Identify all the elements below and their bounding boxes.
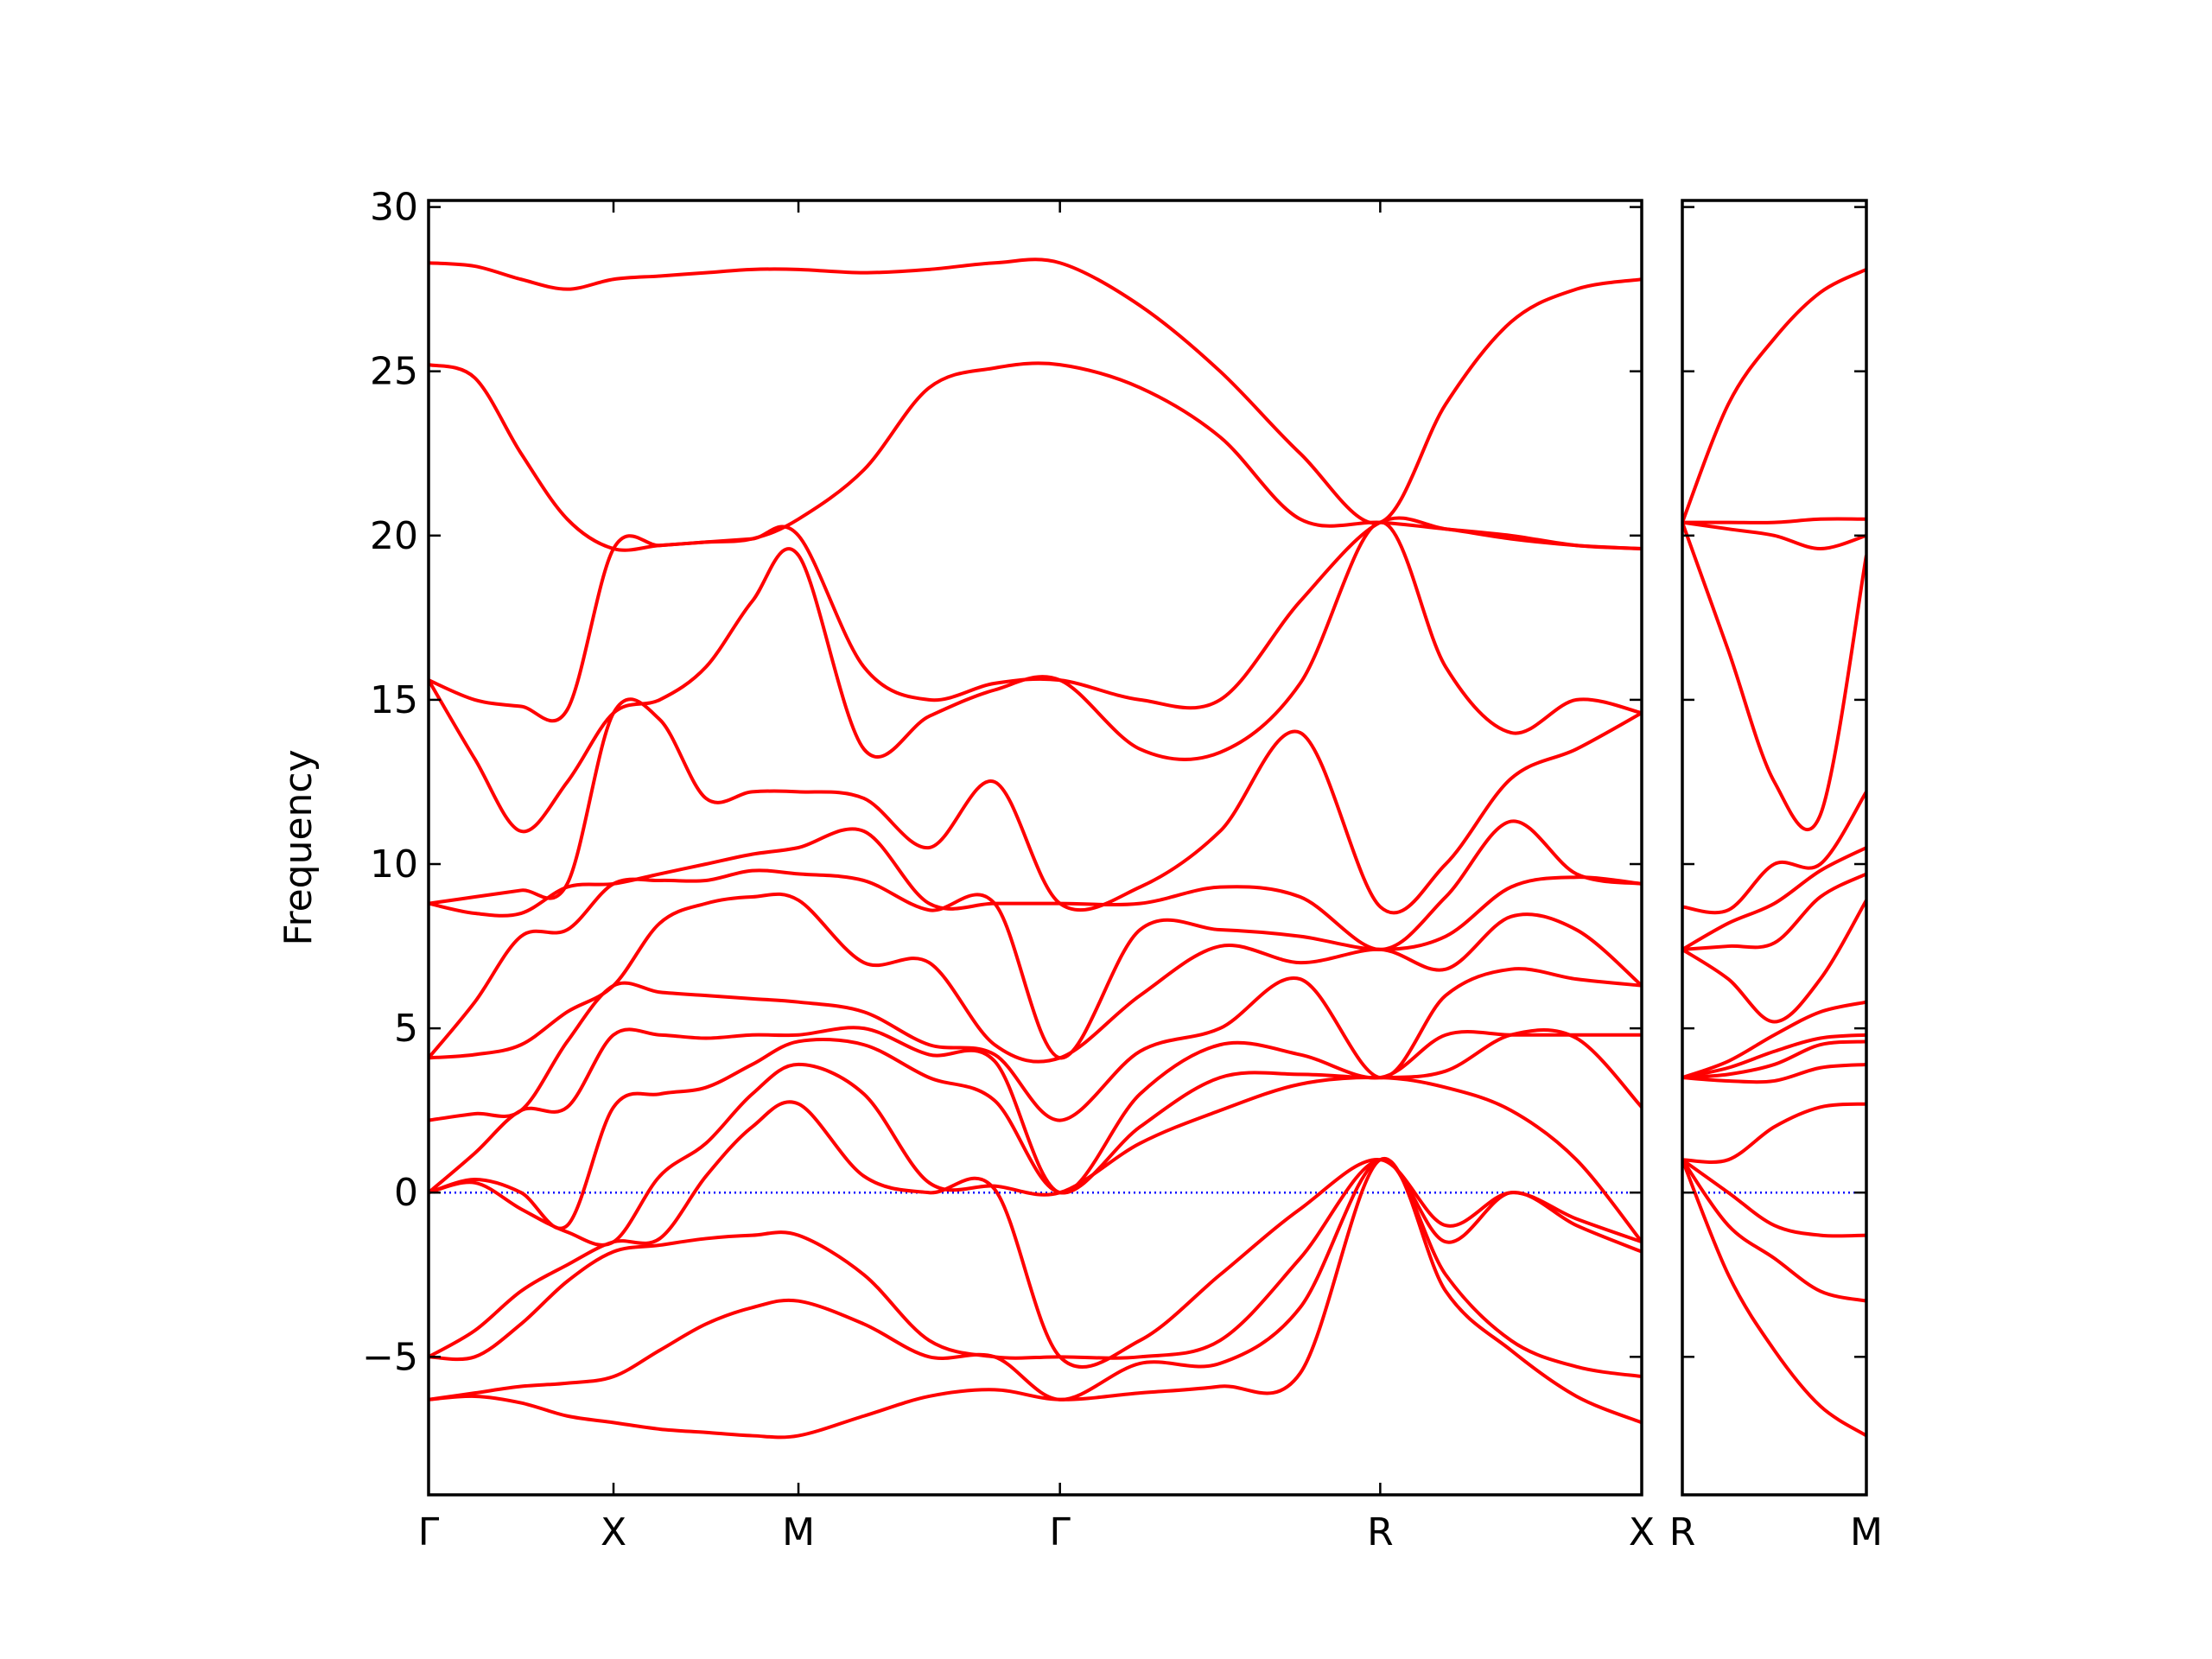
band-line (429, 868, 1642, 1060)
band-line (1682, 1159, 1866, 1303)
axes-frame (1681, 199, 1868, 1497)
x-tick-label: Γ (418, 1510, 440, 1554)
band-line (1682, 1102, 1866, 1164)
y-tick-label: 25 (370, 350, 418, 394)
band-line (429, 967, 1642, 1122)
band-line (429, 1026, 1642, 1195)
band-line (429, 1062, 1642, 1247)
band-line (1682, 1033, 1866, 1080)
band-line (429, 1100, 1642, 1369)
band-line (1682, 791, 1866, 915)
x-tick-label: X (1629, 1510, 1655, 1554)
y-tick-label: 20 (370, 514, 418, 558)
y-tick-label: 30 (370, 186, 418, 230)
y-axis-label: Frequency (276, 749, 321, 945)
band-line (1682, 846, 1866, 951)
y-tick-label: 0 (394, 1171, 418, 1215)
band-line (1682, 1000, 1866, 1080)
band-line (429, 257, 1642, 525)
x-tick-label: Γ (1049, 1510, 1071, 1554)
bands (1682, 268, 1866, 1438)
band-line (429, 819, 1642, 951)
band-line (1682, 268, 1866, 524)
band-line (1682, 872, 1866, 951)
band-line (429, 1156, 1642, 1440)
band-line (429, 361, 1642, 552)
band-line (1682, 1062, 1866, 1084)
band-line (429, 697, 1642, 915)
y-tick-label: −5 (362, 1335, 418, 1379)
band-line (429, 1158, 1642, 1362)
x-tick-label: X (601, 1510, 626, 1554)
band-line (429, 516, 1642, 723)
band-line (1682, 1159, 1866, 1438)
y-tick-label: 10 (370, 842, 418, 887)
y-tick-label: 15 (370, 678, 418, 722)
x-tick-label: M (1850, 1510, 1883, 1554)
x-tick-label: R (1367, 1510, 1394, 1554)
band-line (1682, 517, 1866, 524)
bands (429, 257, 1642, 1440)
band-line (1682, 899, 1866, 1024)
axes-frame (427, 199, 1643, 1497)
band-line (1682, 520, 1866, 551)
band-line (429, 520, 1642, 834)
x-tick-label: R (1669, 1510, 1696, 1554)
y-tick-label: 5 (394, 1007, 418, 1051)
band-line (429, 1028, 1642, 1230)
band-line (1682, 1158, 1866, 1238)
band-line (429, 892, 1642, 1064)
x-tick-label: M (782, 1510, 815, 1554)
band-line (1682, 1039, 1866, 1080)
band-line (429, 1158, 1642, 1402)
band-line (1682, 521, 1866, 831)
